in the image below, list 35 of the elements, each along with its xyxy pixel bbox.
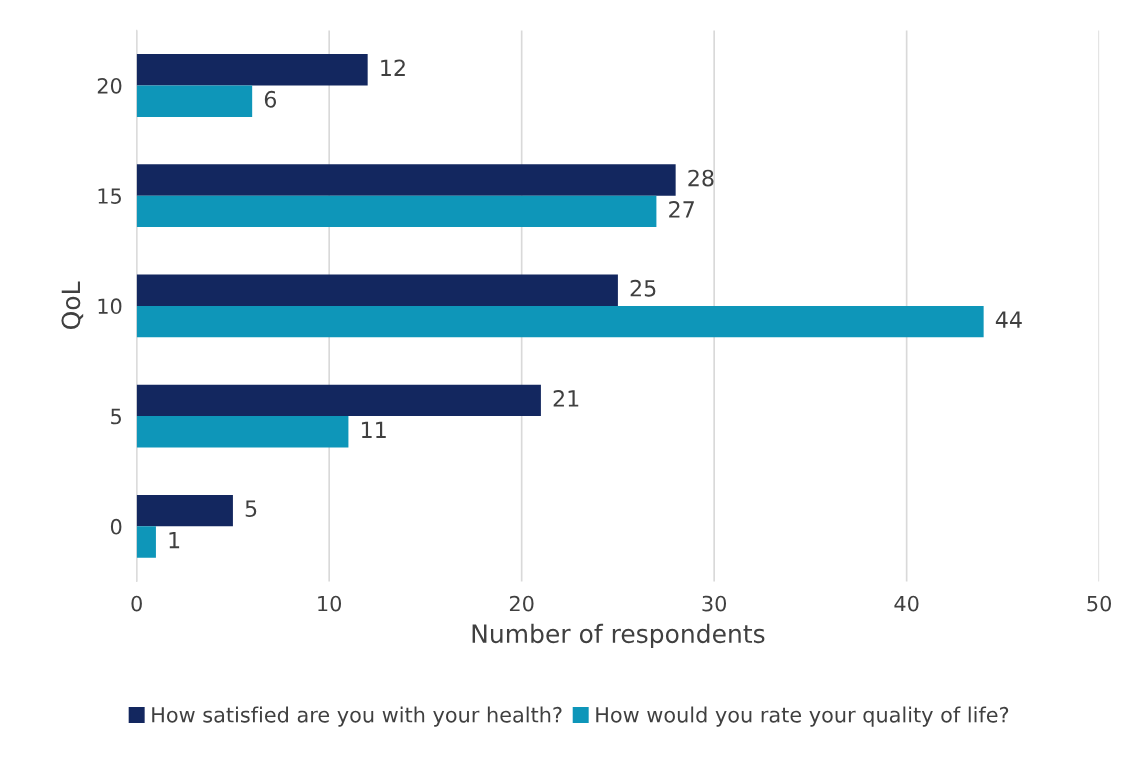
y-tick-label: 20 [97, 77, 122, 94]
x-tick-label: 50 [1087, 595, 1112, 612]
x-tick-label: 20 [509, 595, 534, 612]
x-tick-label: 10 [318, 595, 342, 612]
bar [136, 164, 676, 196]
x-axis-title: Number of respondents [472, 623, 765, 648]
bar [136, 274, 618, 306]
x-tick-label: 30 [702, 595, 727, 612]
data-label: 27 [669, 201, 694, 218]
legend-label: How satisfied are you with your health? [152, 706, 562, 727]
legend-label: How would you rate your quality of life? [596, 706, 1009, 727]
bar [136, 54, 368, 86]
data-label: 1 [169, 531, 180, 549]
data-label: 28 [688, 169, 714, 187]
data-label: 25 [630, 279, 656, 297]
data-label: 6 [264, 90, 277, 108]
y-tick-label: 5 [111, 408, 121, 425]
bar [136, 384, 541, 417]
data-label: 21 [553, 390, 579, 407]
y-tick-label: 15 [98, 188, 121, 204]
bar [136, 526, 156, 558]
data-label: 12 [381, 59, 405, 76]
bar [136, 416, 349, 448]
bar [136, 195, 657, 228]
y-tick-label: 10 [98, 298, 122, 315]
data-label: 44 [995, 311, 1022, 328]
y-axis-title: QoL [61, 281, 84, 329]
bar [136, 305, 984, 338]
x-tick-label: 40 [894, 595, 919, 612]
bar [136, 494, 233, 527]
bar [136, 85, 253, 117]
data-label: 5 [245, 500, 257, 518]
y-tick-label: 0 [110, 518, 122, 535]
data-label: 11 [361, 421, 386, 438]
x-tick-label: 0 [131, 595, 142, 612]
